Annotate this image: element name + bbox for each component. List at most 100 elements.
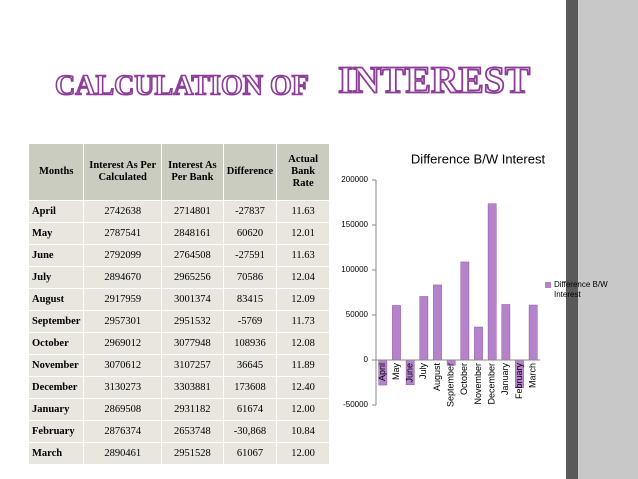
table-row: August 2917959 3001374 83415 12.09 <box>27 288 330 311</box>
table-cell: -30,868 <box>222 420 278 443</box>
table-cell: 12.08 <box>276 332 330 355</box>
table-row: May 2787541 2848161 60620 12.01 <box>27 222 330 245</box>
x-tick-label: May <box>391 363 401 381</box>
bar <box>474 326 483 361</box>
table-cell: 12.09 <box>276 288 330 311</box>
table-cell: Difference <box>222 143 278 201</box>
table-cell: 3303881 <box>160 376 224 399</box>
table-cell: 2969012 <box>83 332 162 355</box>
table-cell: 173608 <box>222 376 278 399</box>
y-tick-label: 100000 <box>341 265 368 274</box>
table-row: March 2890461 2951528 61067 12.00 <box>27 442 330 465</box>
table-cell: September <box>27 310 85 333</box>
table-cell: Interest As Per Calculated <box>83 143 162 201</box>
bar <box>501 304 511 361</box>
slide-title: INTEREST <box>338 60 530 102</box>
table-cell: 2869508 <box>83 398 162 421</box>
table-cell: 3107257 <box>160 354 224 377</box>
table-cell: 2714801 <box>160 200 224 223</box>
table-cell: 3077948 <box>160 332 224 355</box>
table-cell: -5769 <box>222 310 278 333</box>
table-cell: 2957301 <box>83 310 162 333</box>
slide-title: CALCULATION OF <box>55 70 309 101</box>
table-cell: 70586 <box>222 266 278 289</box>
table-cell: 60620 <box>222 222 278 245</box>
table-cell: January <box>27 398 85 421</box>
x-tick-label: March <box>528 363 538 388</box>
table-cell: 2787541 <box>83 222 162 245</box>
table-cell: December <box>27 376 85 399</box>
table-cell: 2951528 <box>160 442 224 465</box>
table-cell: 2965256 <box>160 266 224 289</box>
table-row: April 2742638 2714801 -27837 11.63 <box>27 200 330 223</box>
x-tick-label: November <box>473 363 483 405</box>
table-cell: 61674 <box>222 398 278 421</box>
table-row: June 2792099 2764508 -27591 11.63 <box>27 244 330 267</box>
table-cell: March <box>27 442 85 465</box>
table-row: September 2957301 2951532 -5769 11.73 <box>27 310 330 333</box>
x-tick-label: January <box>500 363 510 396</box>
table-cell: 3001374 <box>160 288 224 311</box>
table-cell: 2890461 <box>83 442 162 465</box>
table-cell: 12.04 <box>276 266 330 289</box>
side-bar <box>566 0 578 479</box>
table-row: January 2869508 2931182 61674 12.00 <box>27 398 330 421</box>
table-row: July 2894670 2965256 70586 12.04 <box>27 266 330 289</box>
y-tick-label: 200000 <box>341 175 368 184</box>
side-bar <box>578 0 638 479</box>
table-cell: February <box>27 420 85 443</box>
y-tick-label: 0 <box>364 355 369 364</box>
x-tick-label: August <box>432 363 442 392</box>
x-tick-label: July <box>418 363 428 380</box>
bar <box>460 261 470 361</box>
x-tick-label: December <box>487 363 497 405</box>
bar <box>392 305 401 361</box>
table-cell: 83415 <box>222 288 278 311</box>
table-cell: 11.73 <box>276 310 330 333</box>
table-cell: 2876374 <box>83 420 162 443</box>
table-cell: 12.40 <box>276 376 330 399</box>
table-cell: July <box>27 266 85 289</box>
table-cell: August <box>27 288 85 311</box>
table-cell: November <box>27 354 85 377</box>
table-row: November 3070612 3107257 36645 11.89 <box>27 354 330 377</box>
legend-swatch <box>545 282 551 288</box>
y-tick-label: 150000 <box>341 220 368 229</box>
table-cell: 11.63 <box>276 200 330 223</box>
bar <box>487 203 497 361</box>
table-cell: 2742638 <box>83 200 162 223</box>
table-cell: October <box>27 332 85 355</box>
table-row: Months Interest As Per Calculated Interest… <box>27 143 330 201</box>
y-tick-label: -50000 <box>343 400 368 409</box>
table-cell: 2917959 <box>83 288 162 311</box>
table-row: December 3130273 3303881 173608 12.40 <box>27 376 330 399</box>
table-cell: 11.89 <box>276 354 330 377</box>
table: Months Interest As Per Calculated Interest… <box>27 143 330 465</box>
x-tick-label: September <box>446 363 456 407</box>
table-cell: 12.01 <box>276 222 330 245</box>
table-cell: June <box>27 244 85 267</box>
bar <box>419 296 429 361</box>
table-cell: May <box>27 222 85 245</box>
bar <box>528 304 538 361</box>
table-cell: Actual Bank Rate <box>276 143 330 201</box>
table-cell: 11.63 <box>276 244 330 267</box>
table-cell: 3130273 <box>83 376 162 399</box>
table-cell: 2894670 <box>83 266 162 289</box>
table-cell: -27591 <box>222 244 278 267</box>
table-cell: 2931182 <box>160 398 224 421</box>
x-tick-label: April <box>377 363 387 381</box>
table-cell: 12.00 <box>276 442 330 465</box>
table-cell: 10.84 <box>276 420 330 443</box>
table-cell: Interest As Per Bank <box>160 143 224 201</box>
table-cell: 2951532 <box>160 310 224 333</box>
table-cell: Months <box>27 143 85 201</box>
table-row: February 2876374 2653748 -30,868 10.84 <box>27 420 330 443</box>
table-cell: 2792099 <box>83 244 162 267</box>
table-cell: 2848161 <box>160 222 224 245</box>
bar <box>433 284 442 361</box>
x-tick-label: June <box>405 363 415 383</box>
table-cell: 2764508 <box>160 244 224 267</box>
